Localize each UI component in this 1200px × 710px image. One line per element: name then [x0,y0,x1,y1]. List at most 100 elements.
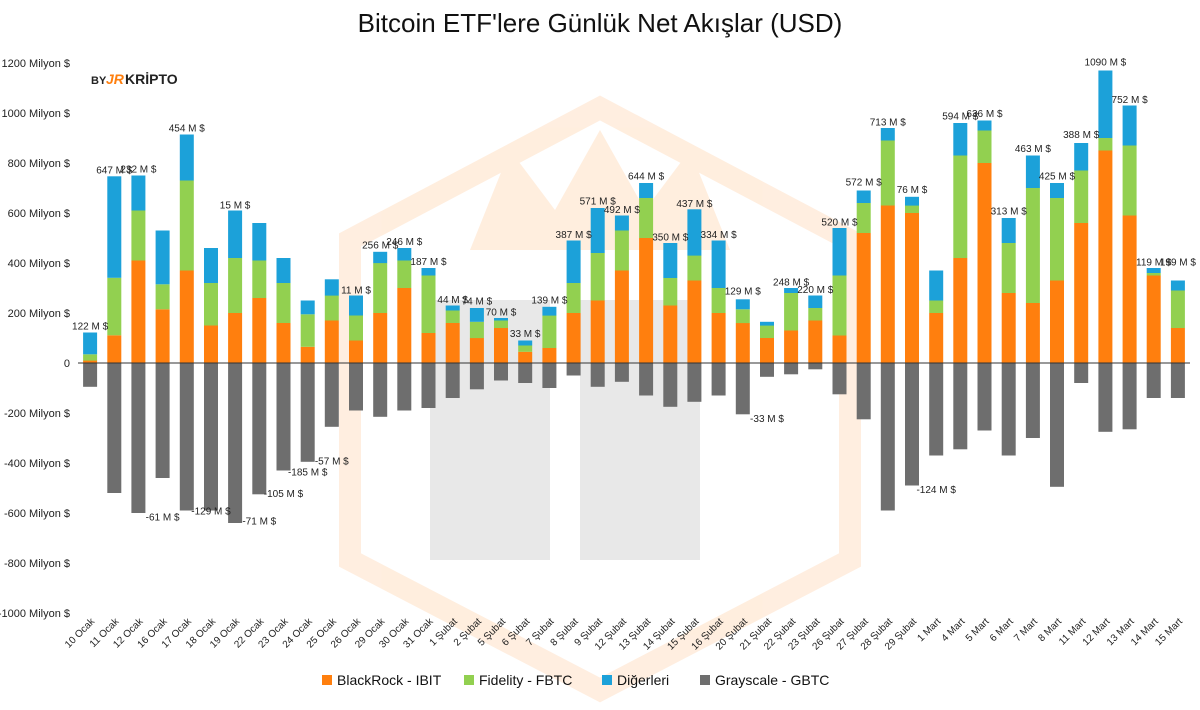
bar-ibit [663,305,678,363]
bar-ibit [590,300,605,363]
net-flow-label: 232 M $ [120,164,157,175]
bar-ibit [83,360,98,363]
bar-others [252,223,267,261]
bar-ibit [880,205,895,363]
bar-fbtc [494,320,508,328]
net-flow-label: 492 M $ [604,205,641,216]
bar-fbtc [1074,170,1089,223]
bar-gbtc [445,363,460,398]
net-flow-label: -61 M $ [146,513,180,524]
bar-ibit [856,233,871,363]
net-flow-label: 199 M $ [1160,258,1197,269]
bar-others [107,176,122,278]
net-flow-label: -57 M $ [315,456,349,467]
bar-fbtc [131,210,146,261]
bar-ibit [977,163,992,363]
net-flow-label: 388 M $ [1063,130,1100,141]
legend-label: Grayscale - GBTC [715,672,829,688]
bar-fbtc [687,255,702,281]
bar-gbtc [421,363,436,408]
net-flow-label: -33 M $ [750,414,784,425]
bar-gbtc [977,363,992,431]
net-flow-label: 752 M $ [1112,95,1149,106]
bar-others [977,120,992,131]
brand-by: BY [91,75,107,87]
bar-fbtc [905,205,919,213]
legend-swatch [602,675,612,685]
bar-gbtc [663,363,678,407]
bar-fbtc [373,263,388,313]
bar-others [1098,70,1113,138]
bar-gbtc [566,363,581,376]
net-flow-label: 1090 M $ [1085,58,1127,69]
bar-others [421,268,436,276]
bar-gbtc [1050,363,1064,487]
bar-gbtc [300,363,315,462]
bar-others [929,270,944,301]
bar-others [953,123,968,156]
bar-ibit [1146,275,1161,363]
net-flow-label: 11 M $ [341,286,371,297]
bar-ibit [397,288,412,363]
bar-ibit [1050,280,1064,363]
bar-ibit [1098,150,1113,363]
bar-gbtc [131,363,146,513]
legend: BlackRock - IBIT Fidelity - FBTC Diğerleri… [322,672,829,688]
bar-fbtc [977,130,992,163]
bar-gbtc [373,363,388,417]
bar-fbtc [1025,188,1040,303]
bar-gbtc [324,363,339,427]
brand-kripto: KRİPTO [125,71,178,87]
net-flow-label: 44 M $ [437,295,468,306]
bar-gbtc [832,363,847,395]
y-axis: 1200 Milyon $ 1000 Milyon $ 800 Milyon $ 60… [0,58,70,620]
net-flow-label: 313 M $ [991,206,1028,217]
net-flow-label: 520 M $ [821,218,858,229]
bar-fbtc [83,354,98,361]
net-flow-label: 647 M $ [96,166,133,177]
bar-ibit [155,309,170,364]
bar-others [445,305,460,311]
net-flow-label: 571 M $ [580,196,617,207]
bar-gbtc [397,363,412,411]
bar-others [1146,268,1161,273]
bar-ibit [324,320,339,363]
bar-ibit [784,330,799,363]
bar-others [1001,218,1016,243]
bar-ibit [518,351,533,364]
bars [83,70,1185,523]
bar-others [179,134,194,181]
bar-ibit [639,238,654,363]
bar-gbtc [1170,363,1185,398]
bar-fbtc [929,300,944,313]
x-tick-label: 5 Mart [964,616,992,644]
net-flow-label: 425 M $ [1039,171,1076,182]
bar-fbtc [614,230,629,271]
net-flow-label: 594 M $ [942,111,979,122]
net-flow-label: 122 M $ [72,321,109,332]
bar-others [856,190,871,203]
bar-others [760,321,774,326]
bar-others [639,183,654,198]
bar-fbtc [856,203,871,233]
bar-fbtc [324,295,339,321]
bar-others [711,240,726,288]
bar-others [663,243,678,278]
bar-gbtc [518,363,533,383]
net-flow-label: -129 M $ [191,506,231,517]
bar-fbtc [1146,273,1161,276]
bar-fbtc [880,140,895,206]
bar-ibit [204,325,218,363]
bar-fbtc [397,260,412,288]
bar-ibit [1025,303,1040,363]
legend-label: Diğerleri [617,672,669,688]
bar-fbtc [518,345,533,352]
bar-others [905,196,919,206]
bar-others [1074,143,1089,171]
net-flow-label: 129 M $ [725,286,762,297]
bar-gbtc [1025,363,1040,438]
bar-others [349,295,363,316]
net-flow-label: 15 M $ [220,201,251,212]
